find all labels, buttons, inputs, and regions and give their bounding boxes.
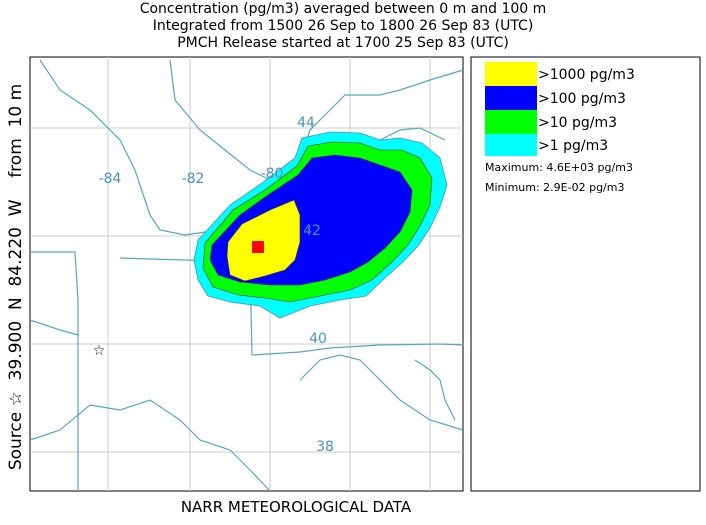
lat-label: 40 — [309, 331, 327, 347]
source-marker: ☆ — [93, 343, 106, 359]
title-line: Concentration (pg/m3) averaged between 0… — [140, 1, 547, 17]
lat-label: 42 — [303, 223, 321, 239]
legend-label: >100 pg/m3 — [538, 91, 626, 107]
legend-label: >1 pg/m3 — [538, 138, 608, 154]
title-line: Integrated from 1500 26 Sep to 1800 26 S… — [153, 18, 534, 34]
legend-swatch — [485, 62, 537, 86]
source-point — [252, 241, 264, 253]
legend: >1000 pg/m3 >100 pg/m3 >10 pg/m3 >1 pg/m… — [470, 56, 701, 492]
legend-label: >1000 pg/m3 — [538, 67, 635, 83]
maximum: Maximum: 4.6E+03 pg/m3 — [485, 161, 633, 174]
title: Concentration (pg/m3) averaged between 0… — [140, 1, 547, 51]
legend-label: >10 pg/m3 — [538, 115, 617, 131]
lat-label: 38 — [316, 439, 334, 455]
lat-label: 44 — [297, 115, 315, 131]
title-line: PMCH Release started at 1700 25 Sep 83 (… — [177, 35, 509, 51]
minimum: Minimum: 2.9E-02 pg/m3 — [485, 181, 624, 194]
lon-label: -82 — [182, 171, 205, 187]
footer: NARR METEOROLOGICAL DATA — [181, 498, 412, 516]
map: ☆ -84 -82 -80 44 42 40 38 — [29, 56, 464, 492]
source-label: Source ☆ 39.900 N 84.220 W from 10 m — [6, 84, 26, 470]
plume-gt1000 — [226, 199, 301, 282]
lon-label: -84 — [99, 171, 122, 187]
legend-swatch — [485, 134, 537, 156]
legend-swatch — [485, 86, 537, 110]
legend-swatch — [485, 110, 537, 134]
lon-label: -80 — [261, 166, 284, 182]
